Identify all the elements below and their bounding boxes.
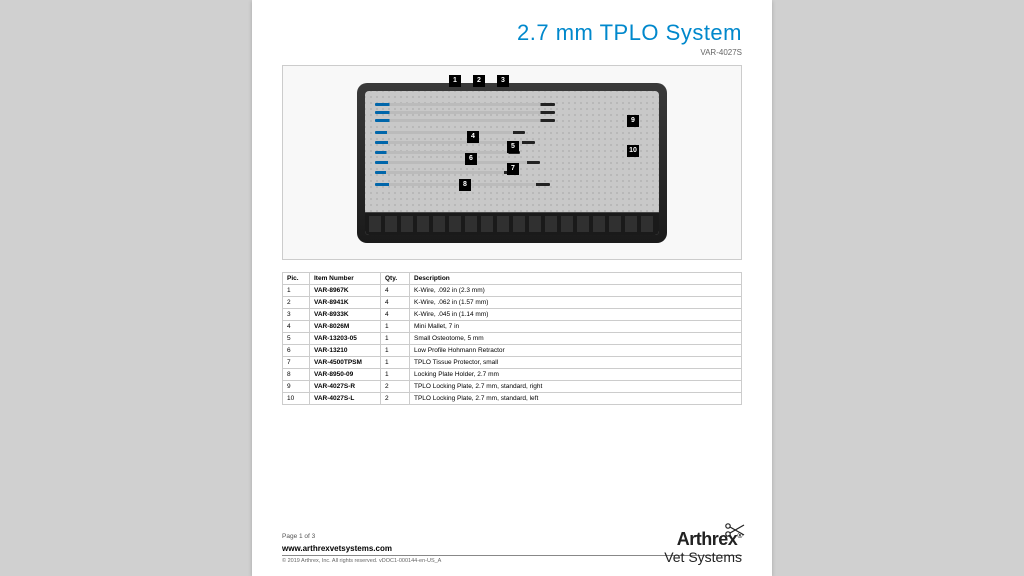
table-row: 4 VAR-8026M 1 Mini Mallet, 7 in — [283, 321, 742, 333]
cell-qty: 4 — [381, 297, 410, 309]
cell-pic: 10 — [283, 393, 310, 405]
cell-desc: TPLO Locking Plate, 2.7 mm, standard, le… — [410, 393, 742, 405]
page-title: 2.7 mm TPLO System — [282, 20, 742, 46]
cell-item: VAR-8950-09 — [310, 369, 381, 381]
cell-pic: 8 — [283, 369, 310, 381]
callout-label: 1 — [449, 75, 461, 87]
col-pic: Pic. — [283, 273, 310, 285]
table-row: 9 VAR-4027S-R 2 TPLO Locking Plate, 2.7 … — [283, 381, 742, 393]
col-item: Item Number — [310, 273, 381, 285]
instrument-line — [375, 171, 515, 174]
parts-table: Pic. Item Number Qty. Description 1 VAR-… — [282, 272, 742, 405]
cell-pic: 4 — [283, 321, 310, 333]
cell-qty: 1 — [381, 321, 410, 333]
cell-qty: 4 — [381, 309, 410, 321]
cell-item: VAR-8933K — [310, 309, 381, 321]
instrument-line — [375, 103, 555, 106]
cell-desc: Small Osteotome, 5 mm — [410, 333, 742, 345]
instrument-line — [375, 131, 525, 134]
cell-qty: 1 — [381, 357, 410, 369]
cell-pic: 7 — [283, 357, 310, 369]
table-row: 6 VAR-13210 1 Low Profile Hohmann Retrac… — [283, 345, 742, 357]
brand-logo: Arthrex® Vet Systems — [664, 530, 742, 564]
cell-desc: TPLO Tissue Protector, small — [410, 357, 742, 369]
tray-bottom-rail — [365, 212, 659, 235]
cell-desc: Low Profile Hohmann Retractor — [410, 345, 742, 357]
table-row: 3 VAR-8933K 4 K-Wire, .045 in (1.14 mm) — [283, 309, 742, 321]
cell-desc: Locking Plate Holder, 2.7 mm — [410, 369, 742, 381]
cell-pic: 9 — [283, 381, 310, 393]
cell-desc: K-Wire, .092 in (2.3 mm) — [410, 285, 742, 297]
cell-item: VAR-8941K — [310, 297, 381, 309]
cell-desc: K-Wire, .045 in (1.14 mm) — [410, 309, 742, 321]
cell-item: VAR-4027S-L — [310, 393, 381, 405]
col-desc: Description — [410, 273, 742, 285]
callout-label: 3 — [497, 75, 509, 87]
table-row: 1 VAR-8967K 4 K-Wire, .092 in (2.3 mm) — [283, 285, 742, 297]
table-row: 7 VAR-4500TPSM 1 TPLO Tissue Protector, … — [283, 357, 742, 369]
scissors-icon — [724, 522, 746, 538]
callout-label: 10 — [627, 145, 639, 157]
cell-qty: 1 — [381, 345, 410, 357]
cell-item: VAR-4500TPSM — [310, 357, 381, 369]
callout-label: 5 — [507, 141, 519, 153]
cell-item: VAR-13210 — [310, 345, 381, 357]
table-header-row: Pic. Item Number Qty. Description — [283, 273, 742, 285]
cell-qty: 2 — [381, 381, 410, 393]
cell-item: VAR-8026M — [310, 321, 381, 333]
cell-desc: Mini Mallet, 7 in — [410, 321, 742, 333]
table-row: 2 VAR-8941K 4 K-Wire, .062 in (1.57 mm) — [283, 297, 742, 309]
cell-pic: 5 — [283, 333, 310, 345]
instrument-line — [375, 119, 555, 122]
document-page: 2.7 mm TPLO System VAR-4027S 12345678910… — [252, 0, 772, 576]
cell-pic: 1 — [283, 285, 310, 297]
callout-label: 7 — [507, 163, 519, 175]
callout-label: 8 — [459, 179, 471, 191]
instrument-line — [375, 151, 520, 154]
cell-item: VAR-13203-05 — [310, 333, 381, 345]
callout-label: 6 — [465, 153, 477, 165]
logo-sub-text: Vet Systems — [664, 550, 742, 564]
product-image-box: 123 4 5 6 7 8 9 10 — [282, 65, 742, 260]
instrument-line — [375, 111, 555, 114]
callout-label: 4 — [467, 131, 479, 143]
table-row: 10 VAR-4027S-L 2 TPLO Locking Plate, 2.7… — [283, 393, 742, 405]
cell-qty: 1 — [381, 333, 410, 345]
table-row: 8 VAR-8950-09 1 Locking Plate Holder, 2.… — [283, 369, 742, 381]
callout-label: 9 — [627, 115, 639, 127]
cell-desc: TPLO Locking Plate, 2.7 mm, standard, ri… — [410, 381, 742, 393]
cell-item: VAR-4027S-R — [310, 381, 381, 393]
cell-item: VAR-8967K — [310, 285, 381, 297]
cell-qty: 4 — [381, 285, 410, 297]
cell-pic: 3 — [283, 309, 310, 321]
callout-label: 2 — [473, 75, 485, 87]
col-qty: Qty. — [381, 273, 410, 285]
cell-desc: K-Wire, .062 in (1.57 mm) — [410, 297, 742, 309]
cell-pic: 6 — [283, 345, 310, 357]
header: 2.7 mm TPLO System VAR-4027S — [282, 20, 742, 57]
footer: Page 1 of 3 www.arthrexvetsystems.com © … — [282, 533, 742, 564]
table-row: 5 VAR-13203-05 1 Small Osteotome, 5 mm — [283, 333, 742, 345]
cell-pic: 2 — [283, 297, 310, 309]
cell-qty: 1 — [381, 369, 410, 381]
cell-qty: 2 — [381, 393, 410, 405]
product-code: VAR-4027S — [282, 48, 742, 57]
